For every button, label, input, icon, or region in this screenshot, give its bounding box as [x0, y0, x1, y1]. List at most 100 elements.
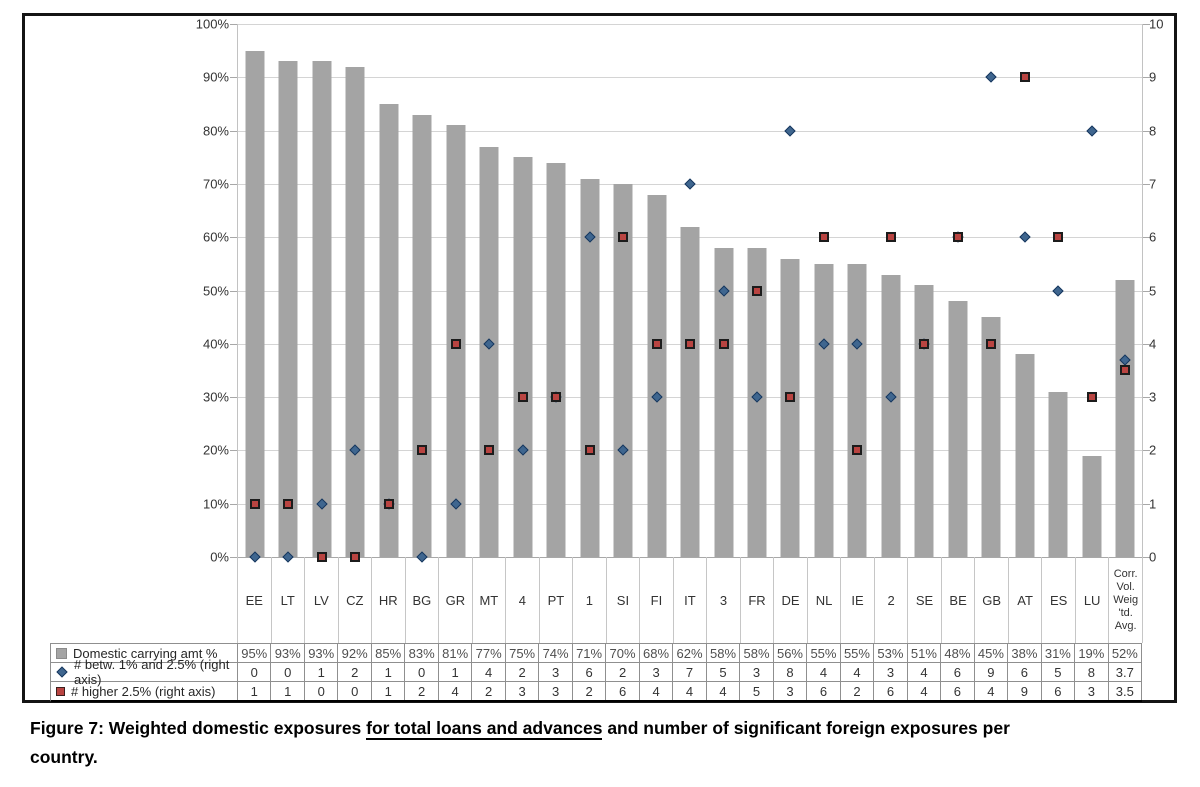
- plot-column: [573, 24, 606, 557]
- table-cell: 4: [439, 682, 473, 700]
- table-cell: 6: [573, 663, 607, 681]
- table-cell: 2: [606, 663, 640, 681]
- x-axis-label-FI: FI: [640, 557, 674, 643]
- left-axis-tick: [230, 450, 237, 452]
- plot-column: [1075, 24, 1108, 557]
- table-cell: 0: [338, 682, 372, 700]
- square-marker-FI: [651, 338, 662, 349]
- left-axis-label: 10%: [202, 496, 229, 512]
- left-axis-tick: [230, 503, 237, 505]
- table-cell: 2: [472, 682, 506, 700]
- table-cell: 3: [874, 663, 908, 681]
- square-marker-BG: [417, 445, 428, 456]
- table-cell: 6: [941, 682, 975, 700]
- plot-column: [1042, 24, 1075, 557]
- table-cell: 2: [841, 682, 875, 700]
- bar-domestic-SI: [613, 183, 633, 557]
- bar-domestic-3: [714, 247, 734, 557]
- left-axis-tick: [230, 24, 237, 25]
- square-marker-GB: [986, 338, 997, 349]
- bar-domestic-PT: [546, 162, 566, 557]
- table-cell: 3.7: [1109, 663, 1143, 681]
- table-cell: 3: [539, 682, 573, 700]
- bar-domestic-DE: [780, 258, 800, 557]
- table-cell: 4: [707, 682, 741, 700]
- table-cell: 3: [1075, 682, 1109, 700]
- right-axis-label: 10: [1149, 16, 1164, 32]
- legend-label: # higher 2.5% (right axis): [71, 683, 216, 699]
- plot-column: [305, 24, 338, 562]
- table-cell: 92%: [338, 644, 372, 662]
- table-cell: 4: [472, 663, 506, 681]
- table-cell: 3.5: [1109, 682, 1143, 700]
- table-row: Domestic carrying amt % 95% 93% 93% 92% 85% 83…: [51, 644, 1143, 663]
- legend-cell: Domestic carrying amt %: [51, 644, 238, 662]
- square-marker-HR: [383, 498, 394, 509]
- left-axis-tick: [230, 397, 237, 399]
- x-axis-label-SE: SE: [908, 557, 942, 643]
- x-axis-label-4: 4: [506, 557, 540, 643]
- bar-domestic-NL: [814, 263, 834, 557]
- plot-column: [372, 24, 405, 557]
- left-axis-tick: [230, 557, 237, 558]
- table-cell: 58%: [740, 644, 774, 662]
- gray-square-icon: [56, 647, 67, 659]
- plot-column: [539, 24, 572, 557]
- table-cell: 1: [372, 682, 406, 700]
- left-axis-label: 90%: [202, 69, 229, 85]
- x-axis-label-GB: GB: [975, 557, 1009, 643]
- plot-column: [439, 24, 472, 557]
- left-axis-label: 30%: [202, 389, 229, 405]
- x-axis-label-1: 1: [573, 557, 607, 643]
- x-axis-label-ES: ES: [1042, 557, 1076, 643]
- square-marker-LV: [316, 552, 327, 562]
- plot-column: [707, 24, 740, 557]
- diamond-marker-GB: [985, 71, 998, 83]
- right-axis-tick: [1143, 503, 1150, 505]
- bar-domestic-1: [580, 178, 600, 557]
- x-axis-label-Corr. Vol. Weig 'td. Avg.: Corr. Vol. Weig 'td. Avg.: [1109, 557, 1143, 643]
- table-cell: 1: [305, 663, 339, 681]
- square-marker-Corr. Vol. Weig 'td. Avg.: [1120, 365, 1131, 376]
- x-axis-labels: EE LT LV CZ HR BG GR MT 4 PT 1 SI FI IT 3 FR DE NL IE 2 SE BE…: [237, 557, 1143, 643]
- right-axis-label: 2: [1149, 442, 1157, 458]
- square-marker-EE: [249, 498, 260, 509]
- table-cell: 74%: [539, 644, 573, 662]
- table-cell: 95%: [238, 644, 272, 662]
- left-axis-label: 80%: [202, 123, 229, 139]
- plot-column: [908, 24, 941, 557]
- table-cell: 4: [975, 682, 1009, 700]
- table-cell: 9: [975, 663, 1009, 681]
- right-axis-label: 8: [1149, 123, 1157, 139]
- square-marker-NL: [818, 232, 829, 243]
- square-marker-MT: [484, 445, 495, 456]
- table-cell: 4: [841, 663, 875, 681]
- plot-column: [807, 24, 840, 557]
- table-cell: 6: [874, 682, 908, 700]
- plot-column: [1008, 24, 1041, 557]
- diamond-marker-DE: [784, 124, 797, 137]
- right-axis-label: 3: [1149, 389, 1157, 405]
- x-axis-label-CZ: CZ: [339, 557, 373, 643]
- right-axis-label: 4: [1149, 336, 1157, 352]
- right-axis-label: 6: [1149, 229, 1157, 245]
- bar-domestic-AT: [1015, 354, 1035, 557]
- table-cell: 9: [1008, 682, 1042, 700]
- caption-line2: country.: [30, 747, 98, 767]
- plot-column: [271, 24, 304, 563]
- gridline: [238, 130, 1142, 132]
- table-cell: 93%: [271, 644, 305, 662]
- bar-domestic-SE: [914, 285, 934, 557]
- right-axis-label: 9: [1149, 69, 1157, 85]
- plot-column: [874, 24, 907, 557]
- table-cell: 4: [908, 663, 942, 681]
- bar-domestic-ES: [1048, 391, 1068, 557]
- square-marker-1: [584, 445, 595, 456]
- table-cell: 55%: [807, 644, 841, 662]
- plot-column: [740, 24, 773, 557]
- square-marker-CZ: [350, 552, 361, 562]
- square-marker-SI: [618, 232, 629, 243]
- diamond-marker-AT: [1019, 231, 1031, 243]
- plot-column: [941, 24, 974, 557]
- x-axis-label-LT: LT: [272, 557, 306, 643]
